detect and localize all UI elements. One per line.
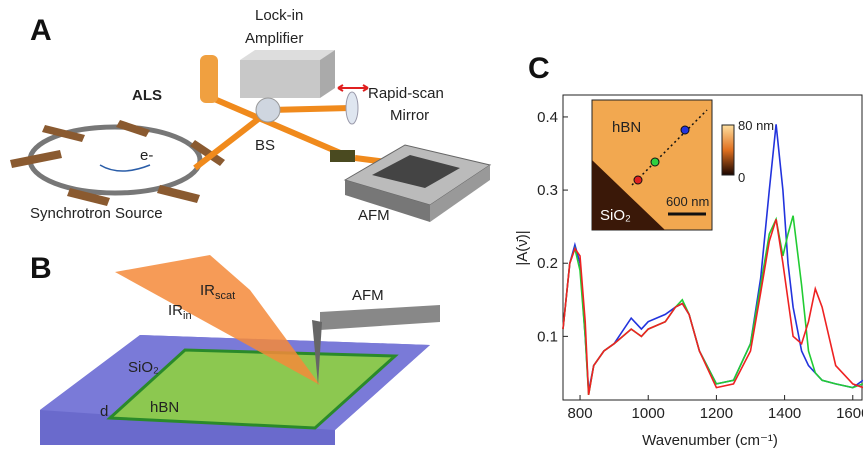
figure: A ALS e- Synchrotron Source Lock-in Ampl… bbox=[0, 0, 863, 453]
spot bbox=[634, 176, 642, 184]
lens bbox=[330, 150, 355, 162]
beam-splitter bbox=[256, 98, 280, 122]
y-tick-label: 0.3 bbox=[537, 182, 558, 199]
detector bbox=[200, 55, 218, 103]
cantilever bbox=[320, 305, 440, 330]
x-tick-label: 1400 bbox=[768, 405, 801, 422]
mirror bbox=[346, 92, 358, 124]
bs-label: BS bbox=[255, 137, 275, 154]
colorbar-min: 0 bbox=[738, 170, 745, 185]
source-label: Synchrotron Source bbox=[30, 205, 163, 222]
panel-label: A bbox=[30, 14, 52, 47]
storage-ring bbox=[30, 127, 200, 193]
als-label: ALS bbox=[132, 87, 162, 104]
ir-sub: in bbox=[183, 310, 192, 322]
afm-label: AFM bbox=[358, 207, 390, 224]
ir-main: IR bbox=[200, 282, 215, 299]
ir-main: IR bbox=[168, 302, 183, 319]
substrate-label: SiO₂ bbox=[128, 359, 159, 376]
spectrum-line bbox=[563, 216, 863, 395]
y-tick-label: 0.1 bbox=[537, 328, 558, 345]
mirror-label: Mirror bbox=[390, 107, 429, 124]
panel-a: A ALS e- Synchrotron Source Lock-in Ampl… bbox=[10, 7, 490, 224]
panel-label: B bbox=[30, 252, 52, 285]
panel-c: C Wavenumber (cm⁻¹) |A(ν̄)| 0.1 0.2 0.3 0.4… bbox=[514, 52, 863, 449]
electron-label: e- bbox=[140, 147, 153, 164]
thickness-label: d bbox=[100, 403, 108, 420]
lockin-box bbox=[240, 60, 320, 98]
spot bbox=[681, 126, 689, 134]
lockin-top bbox=[240, 50, 335, 60]
panel-b: B IRscat IRin AFM SiO₂ hBN d bbox=[30, 252, 440, 445]
x-axis-label: Wavenumber (cm⁻¹) bbox=[642, 432, 778, 449]
scale-bar-label: 600 nm bbox=[666, 194, 709, 209]
afm-label: AFM bbox=[352, 287, 384, 304]
lockin-label: Lock-in bbox=[255, 7, 303, 24]
inset-image: hBN SiO₂ 600 nm 80 nm 0 bbox=[592, 100, 774, 230]
y-tick-label: 0.4 bbox=[537, 109, 558, 126]
spot bbox=[651, 158, 659, 166]
scan-arrow bbox=[338, 85, 368, 91]
colorbar-max: 80 nm bbox=[738, 118, 774, 133]
y-axis-label: |A(ν̄)| bbox=[514, 230, 531, 265]
inset-sample: hBN bbox=[612, 119, 641, 136]
x-tick-label: 1000 bbox=[632, 405, 665, 422]
hbn-label: hBN bbox=[150, 399, 179, 416]
ir-sub: scat bbox=[215, 290, 235, 302]
x-tick-label: 1200 bbox=[700, 405, 733, 422]
x-tick-label: 1600 bbox=[836, 405, 863, 422]
panel-label: C bbox=[528, 52, 550, 85]
electron-arrow bbox=[100, 165, 150, 171]
inset-substrate: SiO₂ bbox=[600, 207, 631, 224]
y-tick-label: 0.2 bbox=[537, 255, 558, 272]
mirror-label: Rapid-scan bbox=[368, 85, 444, 102]
colorbar bbox=[722, 125, 734, 175]
ir-beams bbox=[195, 98, 410, 168]
lockin-label: Amplifier bbox=[245, 30, 303, 47]
spectrum-line bbox=[563, 219, 863, 395]
x-tick-label: 800 bbox=[568, 405, 593, 422]
